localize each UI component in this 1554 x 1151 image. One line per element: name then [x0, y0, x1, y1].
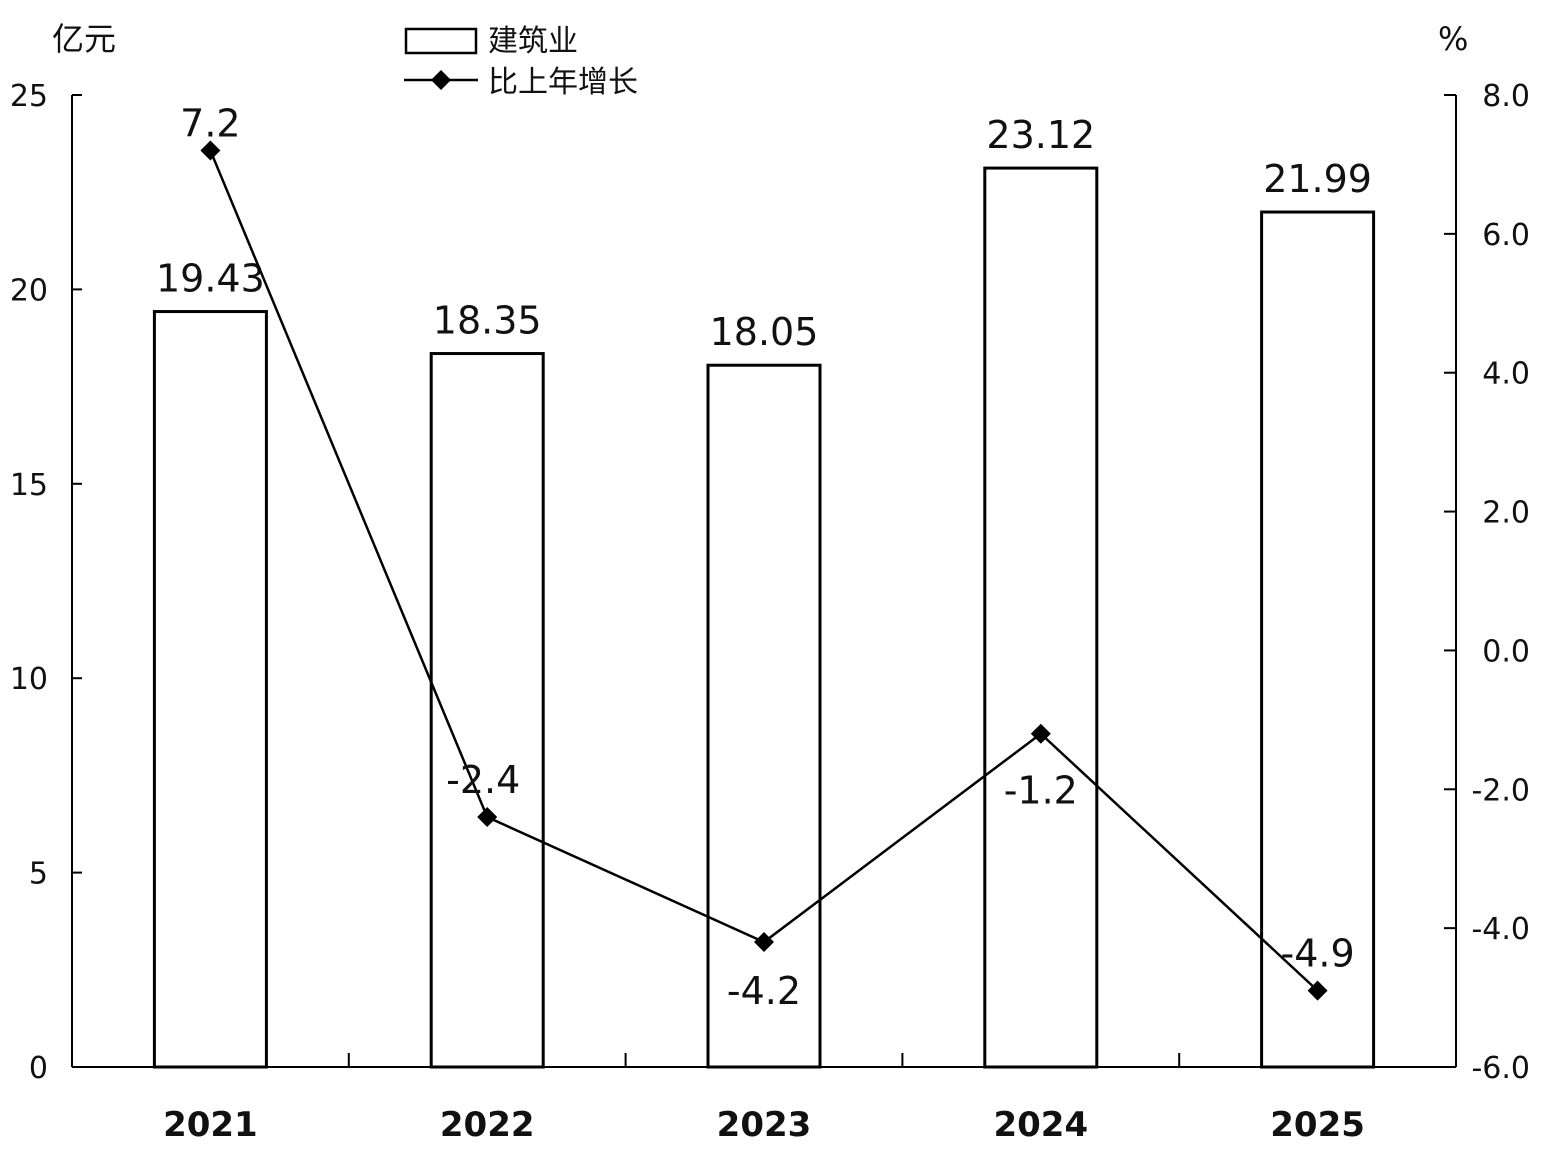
left-tick-label: 25 [10, 79, 48, 114]
legend-bar-swatch [404, 27, 478, 55]
bar-series [152, 166, 1376, 1069]
growth-markers [200, 140, 1328, 1001]
bar-value-label: 18.35 [433, 299, 542, 343]
growth-marker [754, 932, 774, 953]
left-tick-label: 10 [10, 662, 48, 697]
x-axis-ticks: 2021 2022 2023 2024 2025 [163, 1053, 1365, 1145]
left-axis-ticks: 0 5 10 15 20 25 [10, 79, 82, 1086]
bar-value-label: 21.99 [1263, 157, 1372, 201]
right-axis-unit: % [1438, 20, 1468, 58]
x-category-label: 2023 [717, 1105, 812, 1145]
legend-diamond-icon [431, 70, 451, 90]
bar [983, 166, 1099, 1069]
right-tick-label: 2.0 [1482, 496, 1530, 531]
bar [706, 363, 822, 1069]
growth-value-label: -4.2 [727, 969, 801, 1013]
left-tick-label: 20 [10, 273, 48, 308]
right-tick-label: -2.0 [1471, 773, 1530, 808]
left-tick-label: 5 [29, 857, 48, 892]
right-tick-label: 6.0 [1482, 218, 1530, 253]
bar [1260, 210, 1376, 1069]
right-tick-label: -6.0 [1471, 1051, 1530, 1086]
left-tick-label: 0 [29, 1051, 48, 1086]
bar-value-label: 19.43 [156, 257, 265, 301]
x-category-label: 2024 [993, 1105, 1088, 1145]
bar-value-label: 18.05 [710, 310, 819, 354]
legend-bar-label: 建筑业 [488, 24, 578, 59]
left-axis-unit: 亿元 [52, 20, 116, 58]
growth-marker [1030, 723, 1051, 744]
bar-data-labels: 19.43 18.35 18.05 23.12 21.99 [156, 113, 1372, 354]
legend-line-label: 比上年增长 [488, 65, 638, 100]
legend: 建筑业 比上年增长 [404, 24, 638, 100]
growth-value-label: 7.2 [180, 102, 240, 146]
bar [152, 310, 268, 1069]
growth-value-label: -4.9 [1281, 932, 1355, 976]
growth-marker [1307, 980, 1328, 1001]
growth-marker [477, 807, 498, 828]
right-tick-label: 4.0 [1482, 357, 1530, 392]
right-axis-ticks: -6.0 -4.0 -2.0 0.0 2.0 4.0 6.0 8.0 [1444, 79, 1530, 1086]
right-tick-label: 8.0 [1482, 79, 1530, 114]
growth-value-label: -1.2 [1004, 769, 1078, 813]
growth-marker [200, 140, 221, 161]
right-tick-label: -4.0 [1471, 912, 1530, 947]
bar [429, 352, 545, 1069]
right-tick-label: 0.0 [1482, 634, 1530, 669]
bar-value-label: 23.12 [986, 113, 1095, 157]
growth-value-label: -2.4 [446, 758, 520, 802]
left-tick-label: 15 [10, 468, 48, 503]
x-category-label: 2021 [163, 1105, 258, 1145]
x-category-label: 2022 [440, 1105, 535, 1145]
growth-data-labels: 7.2 -2.4 -4.2 -1.2 -4.9 [180, 102, 1354, 1013]
x-category-label: 2025 [1270, 1105, 1365, 1145]
